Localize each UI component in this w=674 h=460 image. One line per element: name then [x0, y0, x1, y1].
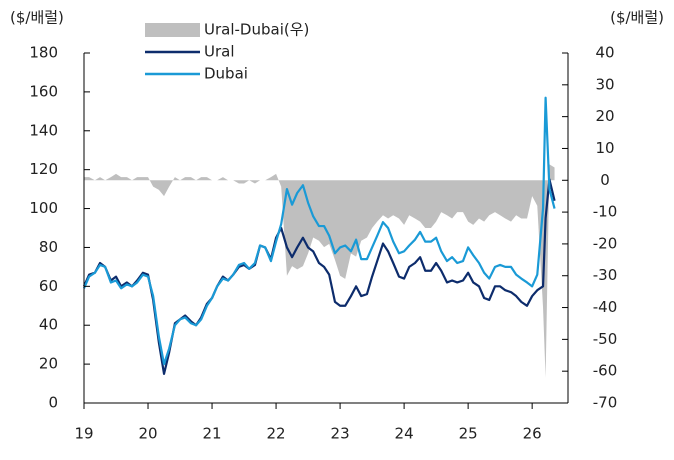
y-axis-label: ($/배럴): [10, 9, 64, 27]
x-tick-label: 23: [331, 425, 350, 443]
y2-axis-label: ($/배럴): [610, 9, 664, 27]
x-tick-label: 21: [202, 425, 221, 443]
y-tick-label: 100: [29, 199, 58, 217]
x-tick-label: 20: [138, 425, 157, 443]
line: [82, 96, 556, 366]
legend-label: Ural: [204, 43, 235, 61]
y2-tick-label: 20: [595, 107, 614, 125]
y-tick-label: 60: [39, 277, 58, 295]
x-tick-label: 22: [267, 425, 286, 443]
legend-swatch: [145, 23, 200, 37]
y2-tick-label: 40: [595, 44, 614, 62]
y2-tick-label: -50: [593, 330, 618, 348]
y-tick-label: 140: [29, 121, 58, 139]
line: [82, 178, 556, 375]
x-tick-label: 26: [523, 425, 542, 443]
y2-tick-label: 10: [595, 139, 614, 157]
y2-tick-label: -40: [593, 298, 618, 316]
x-tick-label: 24: [395, 425, 414, 443]
y2-tick-label: -20: [593, 234, 618, 252]
y-tick-label: 20: [39, 355, 58, 373]
y-tick-label: 0: [48, 394, 58, 412]
y-tick-label: 180: [29, 44, 58, 62]
y2-tick-label: -70: [593, 394, 618, 412]
x-tick-label: 19: [74, 425, 93, 443]
legend-label: Dubai: [204, 65, 248, 83]
y2-tick-label: -60: [593, 362, 618, 380]
y2-tick-label: 30: [595, 75, 614, 93]
legend-label: Ural-Dubai(우): [204, 21, 309, 39]
y2-tick-label: -10: [593, 203, 618, 221]
y-tick-label: 120: [29, 160, 58, 178]
y-tick-label: 160: [29, 82, 58, 100]
y-tick-label: 80: [39, 238, 58, 256]
y-tick-label: 40: [39, 316, 58, 334]
x-tick-label: 25: [459, 425, 478, 443]
area: [84, 164, 555, 378]
y2-tick-label: -30: [593, 266, 618, 284]
y2-tick-label: 0: [600, 171, 610, 189]
